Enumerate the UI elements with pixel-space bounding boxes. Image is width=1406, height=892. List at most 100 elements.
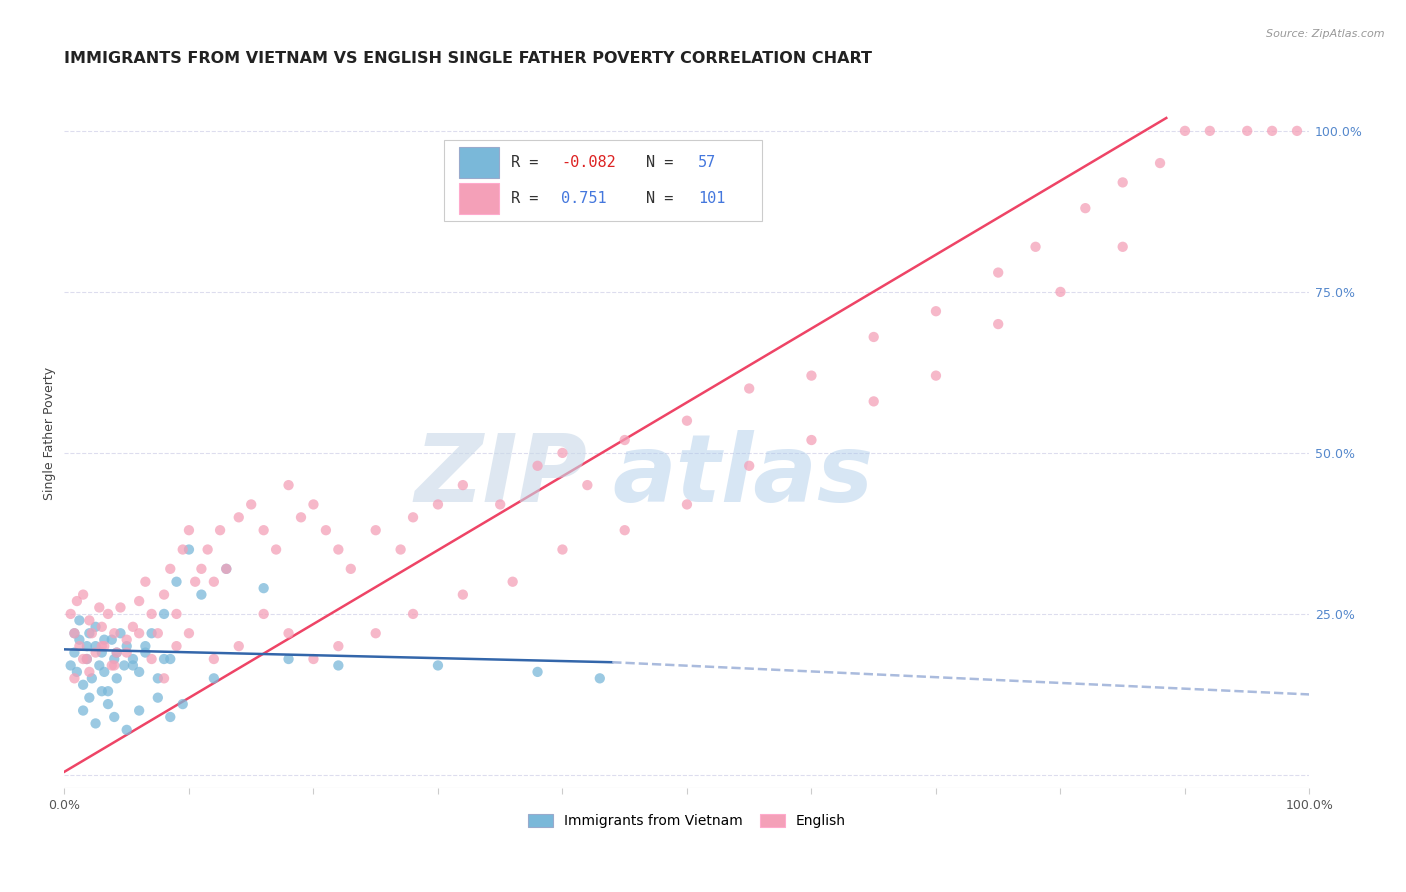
Y-axis label: Single Father Poverty: Single Father Poverty bbox=[44, 367, 56, 500]
Point bbox=[72, 652, 94, 666]
Point bbox=[551, 446, 574, 460]
Point bbox=[79, 665, 101, 679]
Point bbox=[105, 671, 128, 685]
Point bbox=[328, 542, 350, 557]
Point bbox=[302, 652, 325, 666]
Point bbox=[105, 646, 128, 660]
Point bbox=[66, 594, 89, 608]
Point bbox=[90, 646, 112, 660]
Point bbox=[172, 697, 194, 711]
Text: Source: ZipAtlas.com: Source: ZipAtlas.com bbox=[1267, 29, 1385, 38]
Text: N =: N = bbox=[645, 155, 682, 169]
Point bbox=[277, 478, 299, 492]
Point bbox=[526, 458, 548, 473]
Point bbox=[115, 639, 138, 653]
Point bbox=[502, 574, 524, 589]
Point bbox=[159, 562, 181, 576]
Point bbox=[89, 600, 111, 615]
Point bbox=[103, 658, 125, 673]
Point bbox=[613, 523, 636, 537]
Point bbox=[987, 266, 1010, 280]
Point bbox=[97, 607, 120, 621]
Point bbox=[76, 652, 98, 666]
Point bbox=[1049, 285, 1071, 299]
Point bbox=[112, 658, 135, 673]
Point bbox=[426, 498, 449, 512]
Point bbox=[364, 626, 387, 640]
Point bbox=[576, 478, 599, 492]
Point bbox=[402, 510, 425, 524]
Point bbox=[184, 574, 207, 589]
Point bbox=[90, 620, 112, 634]
Point bbox=[146, 671, 169, 685]
Point bbox=[738, 458, 761, 473]
Point bbox=[72, 588, 94, 602]
Point bbox=[451, 588, 474, 602]
Point bbox=[340, 562, 363, 576]
Text: 57: 57 bbox=[699, 155, 717, 169]
Point bbox=[84, 639, 107, 653]
Point bbox=[489, 498, 512, 512]
Point bbox=[115, 723, 138, 737]
Point bbox=[76, 639, 98, 653]
Point bbox=[166, 639, 188, 653]
Point bbox=[110, 600, 132, 615]
Text: R =: R = bbox=[512, 191, 548, 206]
Point bbox=[202, 574, 225, 589]
Point bbox=[90, 639, 112, 653]
Point bbox=[551, 542, 574, 557]
Text: 101: 101 bbox=[699, 191, 725, 206]
Point bbox=[141, 626, 163, 640]
Point bbox=[153, 607, 176, 621]
Point bbox=[738, 382, 761, 396]
Text: IMMIGRANTS FROM VIETNAM VS ENGLISH SINGLE FATHER POVERTY CORRELATION CHART: IMMIGRANTS FROM VIETNAM VS ENGLISH SINGL… bbox=[65, 51, 873, 66]
Point bbox=[97, 697, 120, 711]
Point bbox=[800, 368, 823, 383]
Point bbox=[215, 562, 238, 576]
Point bbox=[328, 658, 350, 673]
Point bbox=[134, 646, 156, 660]
Point bbox=[76, 652, 98, 666]
Point bbox=[103, 626, 125, 640]
Text: ZIP: ZIP bbox=[415, 430, 588, 522]
Point bbox=[451, 478, 474, 492]
Point bbox=[202, 671, 225, 685]
Point bbox=[141, 652, 163, 666]
Point bbox=[63, 671, 86, 685]
Point bbox=[1261, 124, 1284, 138]
Point bbox=[115, 632, 138, 647]
Point bbox=[66, 665, 89, 679]
Point bbox=[190, 588, 212, 602]
Point bbox=[925, 304, 948, 318]
Point bbox=[128, 665, 150, 679]
Point bbox=[526, 665, 548, 679]
Point bbox=[613, 433, 636, 447]
Point bbox=[215, 562, 238, 576]
Point bbox=[72, 678, 94, 692]
Point bbox=[228, 639, 250, 653]
Point bbox=[79, 613, 101, 627]
Point bbox=[1112, 240, 1135, 254]
Text: 0.751: 0.751 bbox=[561, 191, 607, 206]
Point bbox=[277, 652, 299, 666]
Point bbox=[862, 330, 884, 344]
Point bbox=[134, 574, 156, 589]
Point bbox=[589, 671, 612, 685]
Point bbox=[253, 581, 276, 595]
Bar bbox=[460, 183, 499, 214]
Point bbox=[172, 542, 194, 557]
Point bbox=[1074, 201, 1097, 215]
Point bbox=[1236, 124, 1258, 138]
Point bbox=[153, 652, 176, 666]
Point bbox=[84, 716, 107, 731]
Point bbox=[426, 658, 449, 673]
Point bbox=[146, 690, 169, 705]
Point bbox=[141, 607, 163, 621]
Point bbox=[264, 542, 287, 557]
Point bbox=[128, 626, 150, 640]
Point bbox=[103, 652, 125, 666]
Point bbox=[676, 414, 699, 428]
Point bbox=[146, 626, 169, 640]
Point bbox=[84, 646, 107, 660]
Point bbox=[177, 542, 200, 557]
